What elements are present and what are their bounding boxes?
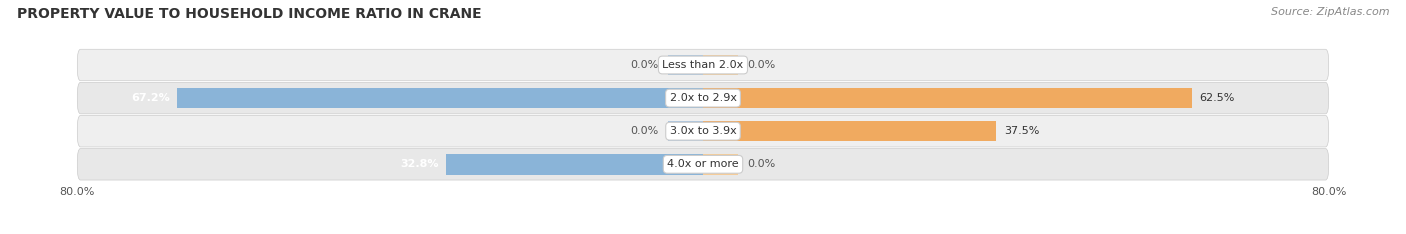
- Text: 37.5%: 37.5%: [1004, 126, 1039, 136]
- Bar: [668, 55, 703, 75]
- Text: Source: ZipAtlas.com: Source: ZipAtlas.com: [1271, 7, 1389, 17]
- Bar: [703, 121, 997, 142]
- Bar: [447, 154, 703, 175]
- Bar: [668, 121, 703, 142]
- Text: 0.0%: 0.0%: [748, 159, 776, 169]
- Text: 0.0%: 0.0%: [630, 126, 658, 136]
- Text: PROPERTY VALUE TO HOUSEHOLD INCOME RATIO IN CRANE: PROPERTY VALUE TO HOUSEHOLD INCOME RATIO…: [17, 7, 481, 21]
- Bar: [703, 55, 738, 75]
- Text: 2.0x to 2.9x: 2.0x to 2.9x: [669, 93, 737, 103]
- Bar: [703, 88, 1192, 108]
- Text: 3.0x to 3.9x: 3.0x to 3.9x: [669, 126, 737, 136]
- Bar: [177, 88, 703, 108]
- Text: 0.0%: 0.0%: [748, 60, 776, 70]
- Text: 62.5%: 62.5%: [1199, 93, 1234, 103]
- Bar: [703, 154, 738, 175]
- Text: 32.8%: 32.8%: [401, 159, 439, 169]
- FancyBboxPatch shape: [77, 116, 1329, 147]
- Text: 67.2%: 67.2%: [131, 93, 170, 103]
- FancyBboxPatch shape: [77, 49, 1329, 81]
- FancyBboxPatch shape: [77, 82, 1329, 114]
- FancyBboxPatch shape: [77, 149, 1329, 180]
- Text: 4.0x or more: 4.0x or more: [668, 159, 738, 169]
- Text: Less than 2.0x: Less than 2.0x: [662, 60, 744, 70]
- Text: 0.0%: 0.0%: [630, 60, 658, 70]
